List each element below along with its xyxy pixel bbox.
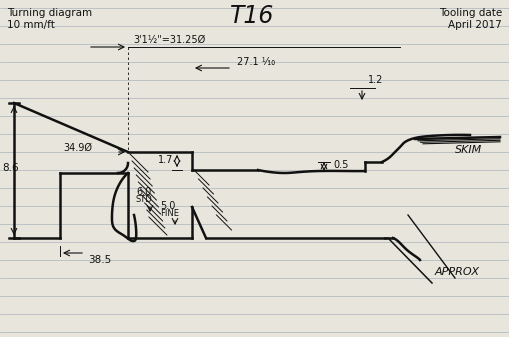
- Text: T16: T16: [230, 4, 274, 28]
- Text: 34.9Ø: 34.9Ø: [63, 143, 92, 153]
- Text: 5.0: 5.0: [160, 201, 176, 211]
- Text: 6.0: 6.0: [136, 187, 151, 197]
- Text: SKIM: SKIM: [455, 145, 482, 155]
- Text: Tooling date: Tooling date: [439, 8, 502, 18]
- Text: 1.7: 1.7: [158, 155, 174, 165]
- Text: 3'1½"=31.25Ø: 3'1½"=31.25Ø: [133, 35, 205, 45]
- Text: STD: STD: [136, 195, 153, 205]
- Text: 0.5: 0.5: [333, 160, 348, 170]
- Text: 38.5: 38.5: [88, 255, 111, 265]
- Text: FINE: FINE: [160, 210, 179, 218]
- Text: APPROX: APPROX: [435, 267, 480, 277]
- Text: 1.2: 1.2: [368, 75, 383, 85]
- Text: Turning diagram: Turning diagram: [7, 8, 92, 18]
- Text: 10 mm/ft: 10 mm/ft: [7, 20, 55, 30]
- Text: 8.6: 8.6: [2, 163, 19, 173]
- Text: 27.1 ⅒: 27.1 ⅒: [237, 57, 275, 67]
- Text: April 2017: April 2017: [448, 20, 502, 30]
